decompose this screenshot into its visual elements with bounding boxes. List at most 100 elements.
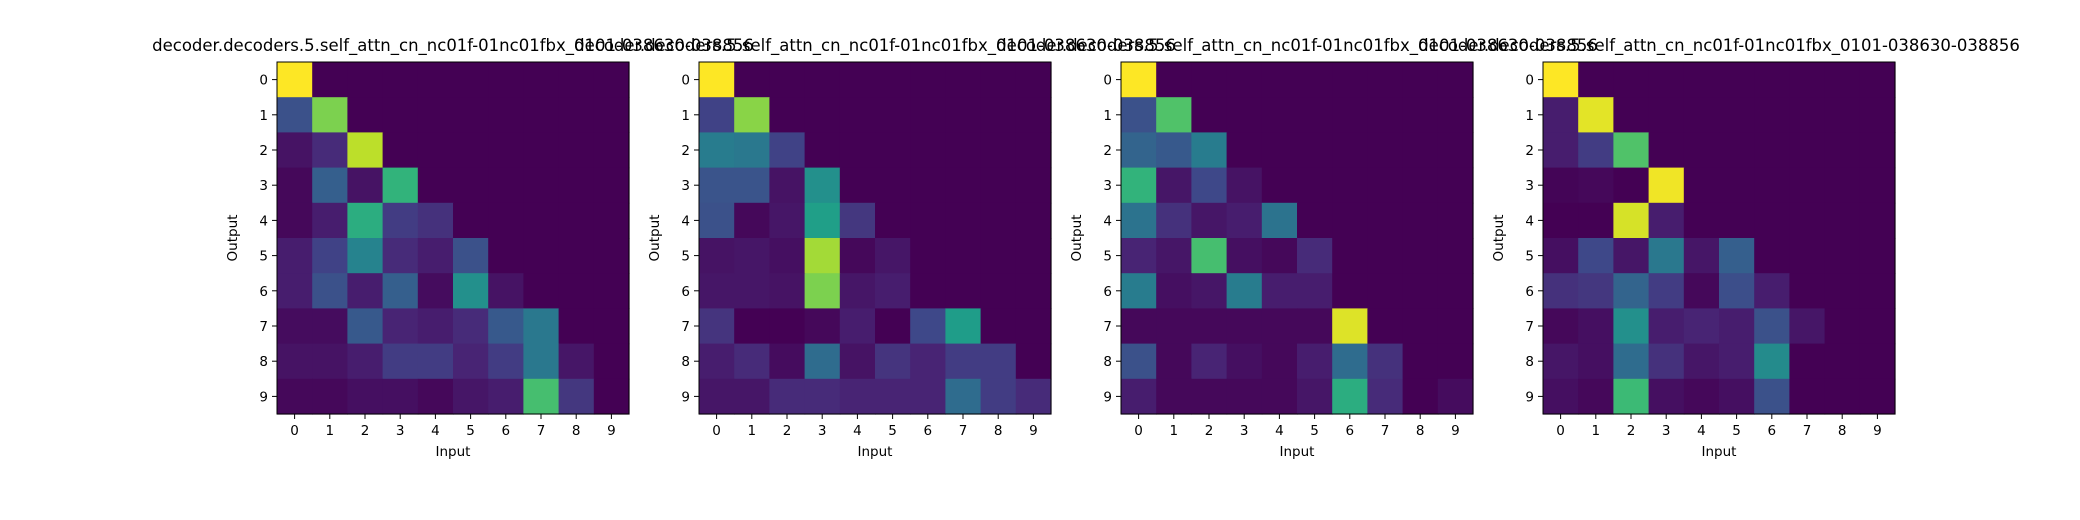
heatmap-cell-r2-c8 — [1824, 132, 1861, 169]
heatmap-cell-r5-c8 — [558, 238, 595, 274]
heatmap-cell-r3-c7 — [945, 167, 982, 204]
heatmap-cell-r8-c4 — [1261, 343, 1298, 380]
heatmap-cell-r5-c3 — [1226, 238, 1263, 274]
heatmap-cell-r5-c8 — [1402, 238, 1439, 274]
heatmap-cell-r8-c5 — [875, 343, 911, 380]
heatmap-cell-r7-c2 — [1613, 308, 1650, 345]
heatmap-cell-r4-c7 — [523, 202, 560, 239]
heatmap-cell-r2-c0 — [1543, 132, 1579, 169]
heatmap-cell-r1-c2 — [1613, 97, 1650, 133]
heatmap-cell-r9-c7 — [523, 378, 560, 415]
heatmap-cell-r9-c8 — [1824, 378, 1861, 415]
x-tick-label: 9 — [1029, 423, 1038, 439]
heatmap-cell-r8-c8 — [1402, 343, 1439, 380]
heatmap-cell-r6-c3 — [804, 273, 841, 309]
heatmap-cell-r9-c3 — [382, 378, 419, 415]
heatmap-cell-r9-c6 — [1754, 378, 1790, 415]
heatmap-cell-r3-c0 — [277, 167, 313, 204]
heatmap-cell-r0-c3 — [382, 62, 419, 98]
heatmap-cell-r3-c8 — [558, 167, 595, 204]
heatmap-cell-r8-c8 — [980, 343, 1017, 380]
heatmap-cell-r1-c1 — [1156, 97, 1192, 133]
heatmap-cell-r0-c2 — [769, 62, 806, 98]
heatmap-cell-r6-c2 — [1613, 273, 1650, 309]
heatmap-cell-r2-c3 — [1648, 132, 1685, 169]
heatmap-cell-r4-c9 — [1437, 202, 1474, 239]
heatmap-cell-r5-c0 — [277, 238, 313, 274]
heatmap-cell-r3-c6 — [1332, 167, 1368, 204]
heatmap-cell-r9-c5 — [453, 378, 489, 415]
heatmap-cell-r0-c2 — [1191, 62, 1228, 98]
heatmap-cell-r5-c6 — [910, 238, 946, 274]
heatmap-cell-r4-c5 — [875, 202, 911, 239]
x-tick-label: 5 — [1732, 423, 1741, 439]
heatmap-cell-r7-c3 — [1226, 308, 1263, 345]
heatmap-cell-r0-c3 — [1226, 62, 1263, 98]
heatmap-cell-r3-c9 — [1437, 167, 1474, 204]
heatmap-cell-r4-c0 — [1121, 202, 1157, 239]
heatmap-cell-r0-c9 — [1859, 62, 1896, 98]
heatmap-cell-r8-c3 — [1648, 343, 1685, 380]
heatmap-cell-r4-c1 — [734, 202, 770, 239]
heatmap-cell-r4-c1 — [312, 202, 348, 239]
x-tick-label: 2 — [361, 423, 370, 439]
heatmap-cell-r2-c6 — [910, 132, 946, 169]
heatmap-cell-r8-c2 — [1191, 343, 1228, 380]
y-tick-label: 6 — [681, 284, 690, 300]
heatmap-cell-r1-c0 — [699, 97, 735, 133]
heatmap-cell-r4-c6 — [1754, 202, 1790, 239]
heatmap-cell-r0-c8 — [1824, 62, 1861, 98]
heatmap-cell-r2-c8 — [558, 132, 595, 169]
heatmap-cell-r0-c6 — [1754, 62, 1790, 98]
heatmap-cell-r6-c9 — [1015, 273, 1052, 309]
heatmap-cell-r5-c8 — [980, 238, 1017, 274]
heatmap-cell-r3-c7 — [1367, 167, 1404, 204]
heatmap-cell-r5-c4 — [839, 238, 876, 274]
heatmap-cell-r9-c8 — [558, 378, 595, 415]
heatmap-cell-r2-c7 — [945, 132, 982, 169]
heatmap-cell-r4-c8 — [980, 202, 1017, 239]
heatmap-cell-r5-c6 — [1332, 238, 1368, 274]
heatmap-cell-r9-c7 — [945, 378, 982, 415]
x-tick-label: 1 — [1592, 423, 1601, 439]
heatmap-cell-r4-c0 — [699, 202, 735, 239]
heatmap-cell-r6-c9 — [1437, 273, 1474, 309]
x-tick-label: 8 — [572, 423, 581, 439]
heatmap-cell-r0-c7 — [1367, 62, 1404, 98]
heatmap-cell-r1-c5 — [1297, 97, 1333, 133]
x-tick-label: 7 — [1803, 423, 1812, 439]
heatmap-cell-r9-c1 — [1156, 378, 1192, 415]
heatmap-cell-r2-c1 — [1156, 132, 1192, 169]
heatmap-cell-r2-c7 — [523, 132, 560, 169]
heatmap-cell-r4-c2 — [1191, 202, 1228, 239]
x-tick-label: 5 — [888, 423, 897, 439]
heatmap-cell-r4-c3 — [382, 202, 419, 239]
heatmap-cell-r8-c8 — [1824, 343, 1861, 380]
heatmap-cell-r2-c8 — [1402, 132, 1439, 169]
x-tick-label: 9 — [607, 423, 616, 439]
heatmap-cell-r0-c8 — [558, 62, 595, 98]
heatmap-cell-r9-c6 — [910, 378, 946, 415]
heatmap-cell-r5-c7 — [1367, 238, 1404, 274]
heatmap-cell-r0-c6 — [488, 62, 524, 98]
heatmap-cell-r6-c3 — [1226, 273, 1263, 309]
heatmap-cell-r0-c1 — [1156, 62, 1192, 98]
heatmap-cell-r6-c4 — [417, 273, 454, 309]
heatmap-cell-r1-c1 — [734, 97, 770, 133]
heatmap-cell-r2-c9 — [1859, 132, 1896, 169]
heatmap-cell-r7-c7 — [523, 308, 560, 345]
heatmap-cell-r8-c0 — [1121, 343, 1157, 380]
heatmap-cell-r0-c1 — [1578, 62, 1614, 98]
heatmap-cell-r2-c3 — [382, 132, 419, 169]
heatmap-cell-r5-c2 — [1191, 238, 1228, 274]
heatmap-cell-r8-c4 — [417, 343, 454, 380]
y-tick-label: 4 — [681, 213, 690, 229]
heatmap-cell-r5-c1 — [734, 238, 770, 274]
heatmap-cell-r8-c5 — [453, 343, 489, 380]
heatmap-cell-r9-c9 — [1437, 378, 1474, 415]
heatmap-cell-r0-c9 — [1015, 62, 1052, 98]
heatmap-cell-r3-c7 — [1789, 167, 1826, 204]
heatmap-cell-r9-c4 — [839, 378, 876, 415]
heatmap-cell-r3-c1 — [1156, 167, 1192, 204]
y-tick-label: 1 — [1103, 108, 1112, 124]
